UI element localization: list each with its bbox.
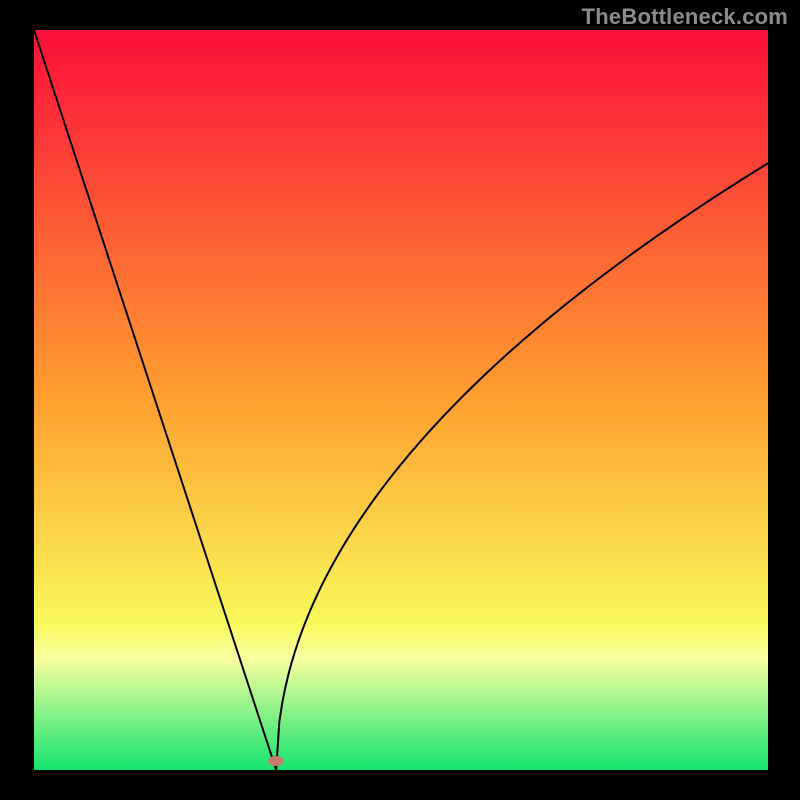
watermark-text: TheBottleneck.com [582, 4, 788, 30]
plot-area [34, 30, 768, 770]
frame: TheBottleneck.com [0, 0, 800, 800]
